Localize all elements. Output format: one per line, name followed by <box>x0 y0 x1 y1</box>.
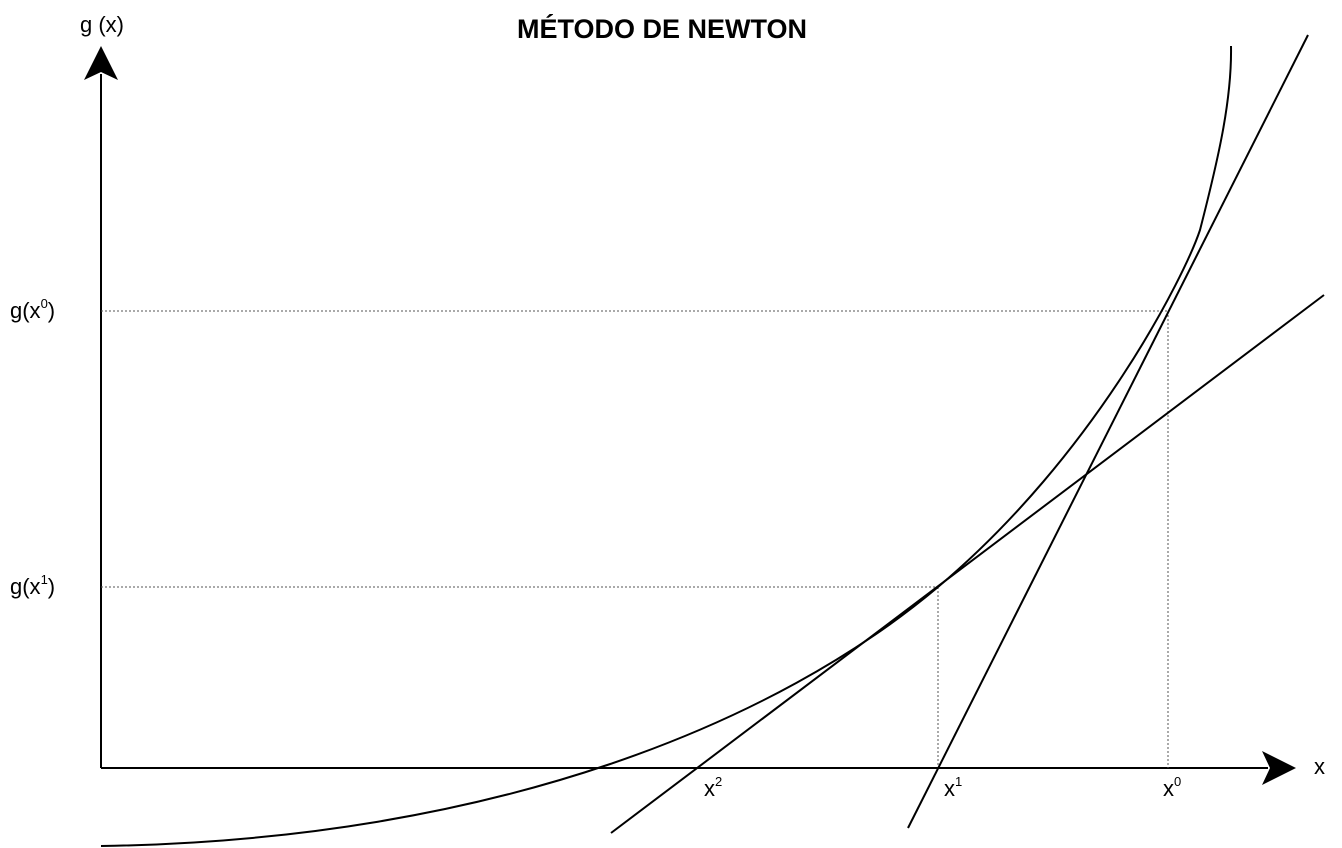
function-curve <box>100 45 1233 847</box>
diagram-title: MÉTODO DE NEWTON <box>517 13 807 44</box>
x-axis-label: x <box>1314 754 1325 779</box>
label-x0: x0 <box>1163 774 1181 801</box>
tangent-line-at-x0 <box>907 34 1309 829</box>
guide-lines <box>101 310 1169 768</box>
y-axis-arrowhead <box>84 46 118 80</box>
tangent-line-at-x1 <box>610 294 1325 834</box>
label-g-x1: g(x1) <box>10 572 55 599</box>
y-axis-label: g (x) <box>80 12 124 37</box>
label-g-x0: g(x0) <box>10 296 55 323</box>
label-x2: x2 <box>704 774 722 801</box>
x-axis-arrowhead <box>1262 751 1296 785</box>
label-x1: x1 <box>944 774 962 801</box>
